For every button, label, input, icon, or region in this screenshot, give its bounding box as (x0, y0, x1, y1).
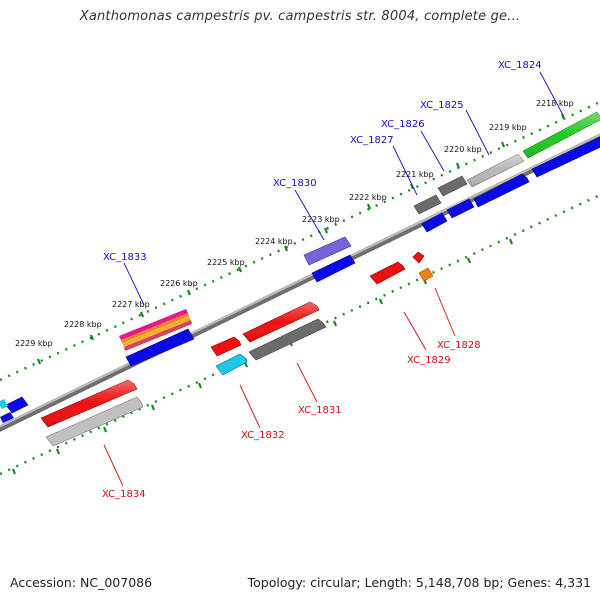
kbp-label: 2221 kbp (396, 170, 434, 179)
gene-label[interactable]: XC_1824 (498, 60, 542, 71)
kbp-label: 2225 kbp (207, 258, 245, 267)
gene-label[interactable]: XC_1828 (437, 340, 481, 351)
accession-text: Accession: NC_007086 (10, 575, 153, 590)
gene-feature[interactable] (125, 328, 195, 367)
gene-feature[interactable] (5, 396, 29, 414)
gene-feature[interactable] (437, 175, 468, 197)
forward-label-leaders (123, 71, 564, 306)
gene-feature[interactable] (311, 254, 356, 283)
gene-feature[interactable] (0, 412, 14, 423)
kbp-label: 2226 kbp (160, 279, 198, 288)
gene-label[interactable]: XC_1832 (241, 430, 285, 441)
gene-feature[interactable] (446, 198, 475, 219)
kbp-labels: 2218 kbp 2219 kbp 2220 kbp 2221 kbp 2222… (15, 99, 574, 348)
gene-feature[interactable] (473, 173, 530, 208)
gene-feature[interactable] (421, 212, 448, 233)
gene-feature[interactable] (124, 320, 192, 351)
kbp-label: 2219 kbp (489, 123, 527, 132)
reverse-genes (40, 251, 434, 447)
gene-feature[interactable] (119, 309, 188, 340)
gene-feature[interactable] (412, 251, 425, 264)
gene-feature[interactable] (413, 194, 442, 215)
kbp-label: 2222 kbp (349, 193, 387, 202)
gene-feature[interactable] (45, 396, 144, 447)
gene-feature[interactable] (418, 267, 434, 282)
gene-feature[interactable] (122, 316, 191, 347)
gene-shading (41, 112, 600, 427)
gene-label[interactable]: XC_1825 (420, 100, 464, 111)
gene-feature[interactable] (248, 318, 327, 361)
kbp-label: 2218 kbp (536, 99, 574, 108)
gene-feature[interactable] (303, 236, 352, 266)
kbp-label: 2228 kbp (64, 320, 102, 329)
gene-feature[interactable] (121, 313, 189, 343)
kbp-label: 2224 kbp (255, 237, 293, 246)
backbone (0, 133, 600, 432)
gene-feature[interactable] (215, 353, 248, 376)
gene-labels-reverse: XC_1828 XC_1829 XC_1831 XC_1832 XC_1834 (102, 340, 481, 500)
kbp-label: 2227 kbp (112, 300, 150, 309)
gene-label[interactable]: XC_1834 (102, 489, 146, 500)
kbp-label: 2220 kbp (444, 145, 482, 154)
gene-feature[interactable] (210, 336, 242, 357)
gene-label[interactable]: XC_1829 (407, 355, 451, 366)
reverse-label-leaders (103, 287, 456, 487)
kbp-label: 2223 kbp (302, 215, 340, 224)
gene-label[interactable]: XC_1831 (298, 405, 342, 416)
gene-feature[interactable] (369, 261, 406, 285)
major-ticks-outer (36, 113, 566, 365)
gene-label[interactable]: XC_1833 (103, 252, 147, 263)
gene-feature[interactable] (531, 136, 600, 178)
genome-stats-text: Topology: circular; Length: 5,148,708 bp… (247, 575, 591, 590)
map-title: Xanthomonas campestris pv. campestris st… (79, 9, 521, 24)
gene-label[interactable]: XC_1830 (273, 178, 317, 189)
gene-labels-forward: XC_1824 XC_1825 XC_1826 XC_1827 XC_1830 … (103, 60, 542, 263)
gene-label[interactable]: XC_1827 (350, 135, 394, 146)
gene-label[interactable]: XC_1826 (381, 119, 425, 130)
kbp-label: 2229 kbp (15, 339, 53, 348)
gene-feature[interactable] (0, 399, 8, 409)
